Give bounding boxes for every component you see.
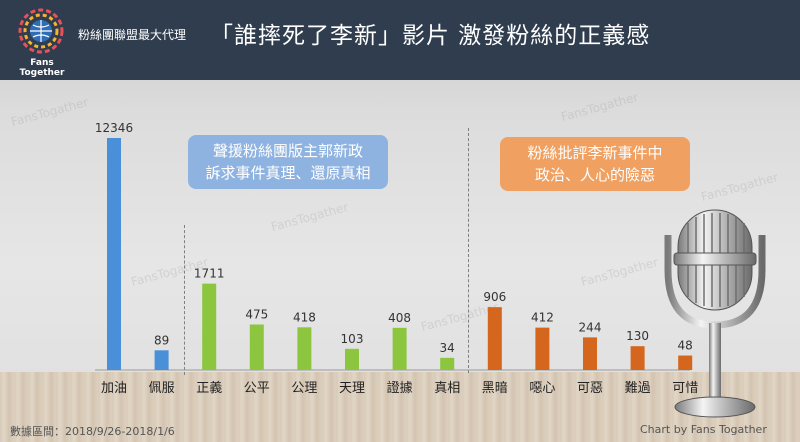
data-label-12: 48 [678, 339, 693, 353]
bar-3 [249, 324, 264, 370]
data-label-11: 130 [626, 329, 649, 343]
category-label-7: 真相 [434, 381, 460, 396]
bar-12 [678, 355, 693, 370]
bar-8 [487, 307, 502, 370]
data-label-1: 89 [154, 333, 169, 347]
data-label-8: 906 [483, 290, 506, 304]
data-label-3: 475 [245, 307, 268, 321]
callout-criticism-line2: 政治、人心的險惡 [534, 166, 655, 184]
header-bar: Fans Together 粉絲團聯盟最大代理 「誰摔死了李新」影片 激發粉絲的… [0, 0, 800, 80]
data-label-0: 12346 [95, 121, 133, 135]
data-label-7: 34 [440, 341, 455, 355]
category-label-3: 公平 [244, 381, 270, 396]
group-divider-right [468, 128, 469, 373]
bar-6 [392, 327, 407, 370]
category-label-12: 可惜 [672, 381, 698, 396]
chart-credit: Chart by Fans Togather [640, 423, 767, 436]
data-label-6: 408 [388, 311, 411, 325]
data-label-4: 418 [293, 310, 316, 324]
date-range-note: 數據區間：2018/9/26-2018/1/6 [10, 425, 175, 438]
page-title: 「誰摔死了李新」影片 激發粉絲的正義感 [210, 23, 651, 49]
category-label-11: 難過 [625, 381, 651, 396]
category-label-2: 正義 [196, 380, 222, 396]
data-label-5: 103 [341, 332, 364, 346]
data-label-2: 1711 [194, 267, 225, 281]
category-label-10: 可惡 [577, 381, 603, 396]
category-label-0: 加油 [101, 381, 127, 396]
category-label-5: 天理 [339, 381, 365, 396]
bar-11 [630, 346, 645, 370]
bar-5 [345, 348, 359, 370]
category-label-1: 佩服 [149, 381, 175, 396]
category-label-6: 證據 [387, 380, 413, 396]
bar-10 [583, 337, 597, 370]
data-label-10: 244 [579, 320, 602, 334]
fans-together-logo-icon [18, 8, 64, 54]
callout-support-line2: 訴求事件真理、還原真相 [205, 164, 371, 182]
bar-2 [202, 283, 217, 370]
category-label-8: 黑暗 [482, 381, 508, 396]
bar-0 [107, 138, 121, 370]
data-label-9: 412 [531, 311, 554, 325]
group-divider-left [184, 225, 185, 375]
logo-text: Fans Together [19, 58, 65, 78]
callout-criticism: 粉絲批評李新事件中 政治、人心的險惡 [500, 137, 690, 191]
category-label-4: 公理 [291, 381, 317, 396]
bar-9 [535, 327, 550, 370]
bar-1 [154, 350, 169, 370]
callout-support: 聲援粉絲團版主郭新政 訴求事件真理、還原真相 [188, 135, 388, 189]
callout-criticism-line1: 粉絲批評李新事件中 [527, 144, 663, 162]
callout-support-line1: 聲援粉絲團版主郭新政 [212, 142, 363, 160]
category-label-9: 噁心 [529, 381, 555, 396]
bar-4 [297, 327, 312, 370]
org-name: 粉絲團聯盟最大代理 [78, 28, 187, 42]
floor-background [0, 372, 800, 442]
microphone-icon [664, 209, 766, 418]
bar-7 [440, 357, 455, 370]
